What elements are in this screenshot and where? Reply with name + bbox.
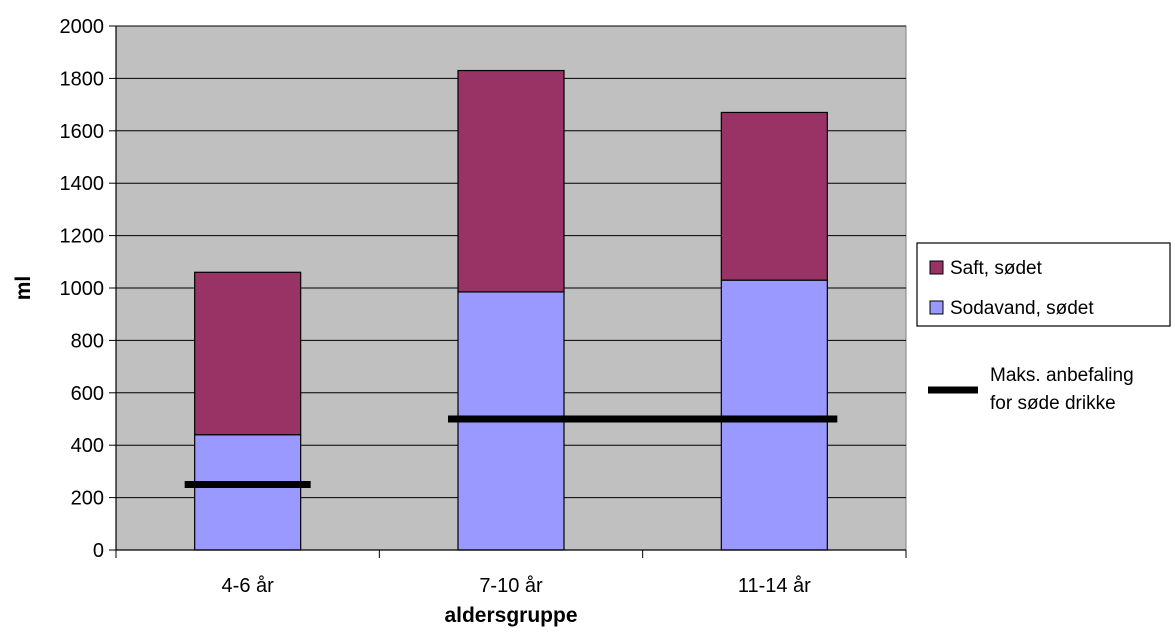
x-tick-label: 7-10 år — [479, 575, 543, 597]
x-tick-labels: 4-6 år 7-10 år 11-14 år — [222, 575, 812, 597]
bar-segment — [194, 271, 302, 436]
y-tick-label: 2000 — [60, 16, 105, 38]
reference-lines — [184, 415, 838, 488]
axes — [109, 25, 907, 558]
reference-legend-label: for søde drikke — [990, 393, 1116, 414]
legend-swatch — [929, 260, 944, 275]
legend-box — [916, 242, 1171, 327]
y-tick-label: 200 — [71, 488, 104, 510]
bar-segment — [720, 279, 828, 551]
y-tick-label: 1000 — [60, 278, 105, 300]
y-tick-label: 800 — [71, 330, 104, 352]
x-axis-title: aldersgruppe — [444, 604, 577, 627]
reference-legend-label: Maks. anbefaling — [990, 365, 1134, 386]
y-tick-label: 1400 — [60, 173, 105, 195]
bar-segment — [194, 434, 302, 551]
reference-line-legend: Maks. anbefaling for søde drikke — [928, 365, 1134, 414]
y-tick-label: 400 — [71, 435, 104, 457]
bar-segment — [720, 111, 828, 281]
legend-label: Saft, sødet — [950, 258, 1043, 279]
legend-swatch — [929, 300, 944, 315]
y-tick-label: 1800 — [60, 68, 105, 90]
legend-label: Sodavand, sødet — [950, 298, 1094, 319]
y-tick-label: 600 — [71, 383, 104, 405]
y-tick-label: 1200 — [60, 226, 105, 248]
x-tick-label: 11-14 år — [738, 575, 811, 597]
y-tick-label: 1600 — [60, 121, 105, 143]
x-tick-label: 4-6 år — [222, 575, 275, 597]
y-tick-label: 0 — [93, 540, 104, 562]
y-axis-title: ml — [12, 276, 35, 301]
bar-segment — [457, 69, 565, 293]
legend: Saft, sødet Sodavand, sødet — [916, 242, 1171, 327]
y-tick-labels: 0 200 400 600 800 1000 1200 1400 1600 1800 2000 — [60, 16, 105, 562]
